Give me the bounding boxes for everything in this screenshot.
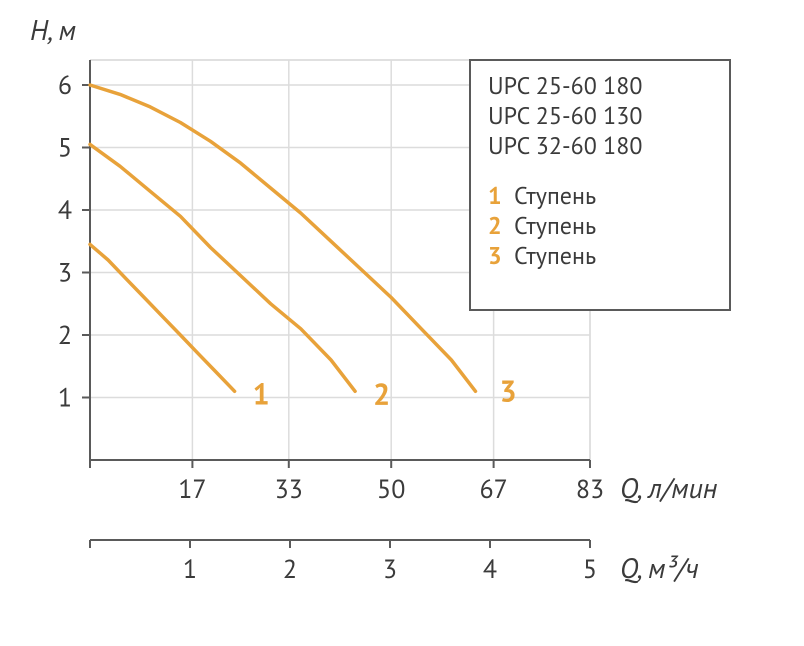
x-tick-label-lmin: 17: [178, 473, 206, 506]
x-tick-label-m3h: 3: [383, 553, 397, 586]
curve-label-3: 3: [500, 371, 517, 410]
x-tick-label-m3h: 1: [183, 553, 197, 586]
pump-curve-chart: 123456H, м1733506783Q, л/мин12345Q, м³/ч…: [0, 0, 804, 646]
y-tick-label: 5: [58, 132, 72, 165]
x-tick-label-m3h: 2: [283, 553, 297, 586]
legend-stage-num: 2: [488, 210, 502, 241]
curve-label-1: 1: [253, 374, 270, 413]
legend-box: UPC 25-60 180UPC 25-60 130UPC 32-60 180 1…: [470, 60, 730, 310]
legend-stage-text: Ступень: [514, 240, 596, 271]
legend-model: UPC 32-60 180: [488, 130, 642, 161]
x-tick-label-lmin: 33: [275, 473, 303, 506]
curve-label-2: 2: [373, 374, 390, 413]
y-tick-label: 6: [58, 69, 72, 102]
x-tick-label-lmin: 67: [479, 473, 507, 506]
y-tick-label: 2: [58, 319, 72, 352]
x-tick-label-lmin: 50: [377, 473, 405, 506]
x-axis-title-m3h: Q, м³/ч: [620, 549, 698, 586]
y-axis-title: H, м: [30, 11, 76, 48]
x-axis-title-lmin: Q, л/мин: [620, 469, 718, 506]
x-tick-label-m3h: 4: [483, 553, 497, 586]
legend-stage-num: 1: [488, 180, 502, 211]
x-tick-label-lmin: 83: [576, 473, 604, 506]
y-tick-label: 1: [58, 382, 72, 415]
legend-stage-text: Ступень: [514, 210, 596, 241]
y-tick-label: 3: [58, 257, 72, 290]
legend-stage-num: 3: [488, 240, 502, 271]
legend-model: UPC 25-60 130: [488, 100, 642, 131]
legend-model: UPC 25-60 180: [488, 70, 642, 101]
legend-stage-text: Ступень: [514, 180, 596, 211]
y-tick-label: 4: [58, 194, 72, 227]
x-tick-label-m3h: 5: [583, 553, 597, 586]
